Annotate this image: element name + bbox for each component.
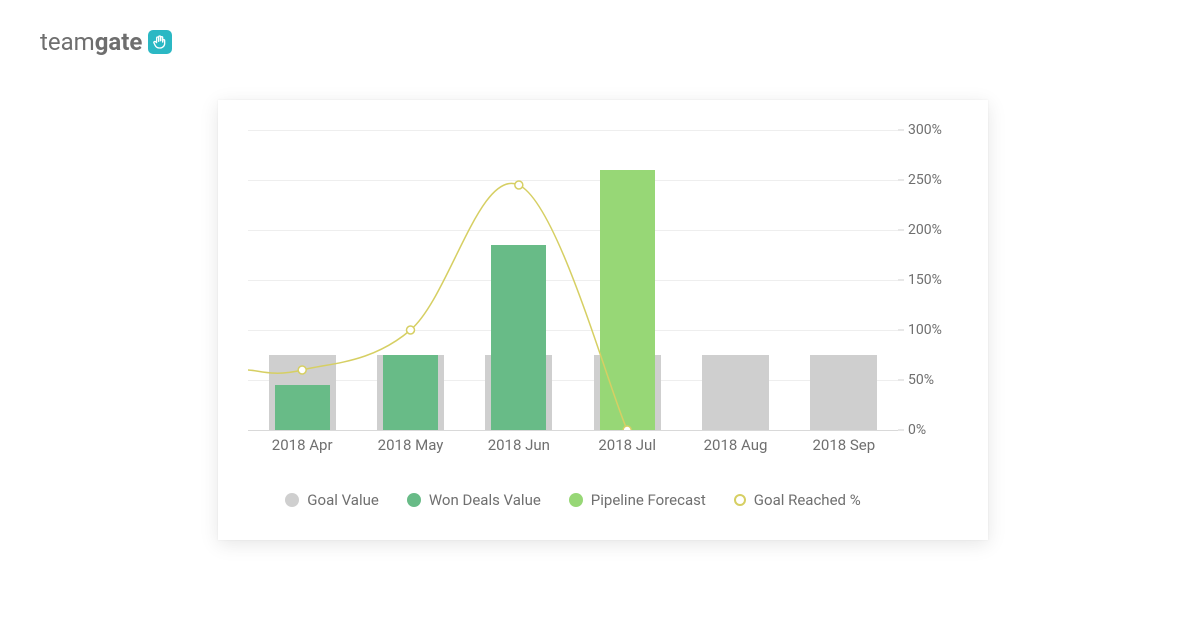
chart-plot-area [248, 130, 898, 430]
chart-card: 0% 50% 100% 150% 200% 250% 300% 2018 Apr 2018 M… [218, 100, 988, 540]
chart-x-axis: 2018 Apr 2018 May 2018 Jun 2018 Jul 2018 Aug… [248, 436, 898, 460]
chart-y-tick-label: 300% [908, 122, 942, 138]
bar-won-deals-value [491, 245, 546, 430]
chart-y-tick-label: 0% [908, 422, 926, 438]
chart-x-tick-label: 2018 Jun [488, 436, 550, 454]
legend-item-goal-value[interactable]: Goal Value [285, 491, 379, 509]
legend-label: Pipeline Forecast [591, 491, 706, 509]
chart-y-tick-label: 100% [908, 322, 942, 338]
legend-swatch [569, 493, 583, 507]
brand-word-bold: gate [95, 28, 143, 56]
legend-swatch [734, 494, 746, 506]
brand-logo: teamgate [40, 28, 172, 56]
chart-y-tick-label: 50% [908, 372, 934, 388]
bar-won-deals-value [383, 355, 438, 430]
chart-bars-layer [248, 130, 898, 430]
chart-y-tick-label: 150% [908, 272, 942, 288]
chart: 0%50%100%150%200%250%300% 2018 Apr2018 M… [248, 130, 958, 520]
chart-x-tick-label: 2018 Sep [812, 436, 875, 454]
chart-y-axis: 0%50%100%150%200%250%300% [898, 130, 958, 430]
legend-label: Won Deals Value [429, 491, 541, 509]
bar-goal-value [810, 355, 877, 430]
legend-label: Goal Reached % [754, 491, 861, 509]
chart-x-tick-label: 2018 May [378, 436, 444, 454]
bar-pipeline-forecast [600, 170, 655, 430]
brand-word-plain: team [40, 28, 95, 56]
legend-swatch [407, 493, 421, 507]
legend-swatch [285, 493, 299, 507]
chart-legend: Goal Value Won Deals Value Pipeline Foreca… [248, 480, 898, 520]
brand-word: teamgate [40, 28, 142, 56]
legend-item-pipeline-forecast[interactable]: Pipeline Forecast [569, 491, 706, 509]
bar-won-deals-value [275, 385, 330, 430]
brand-badge-icon [148, 30, 172, 54]
chart-y-tick-label: 250% [908, 172, 942, 188]
legend-item-goal-reached-pct[interactable]: Goal Reached % [734, 491, 861, 509]
legend-item-won-deals-value[interactable]: Won Deals Value [407, 491, 541, 509]
chart-x-tick-label: 2018 Aug [704, 436, 768, 454]
chart-baseline [248, 430, 898, 431]
chart-x-tick-label: 2018 Jul [598, 436, 656, 454]
chart-y-tick-label: 200% [908, 222, 942, 238]
chart-x-tick-label: 2018 Apr [272, 436, 333, 454]
bar-goal-value [702, 355, 769, 430]
legend-label: Goal Value [307, 491, 379, 509]
